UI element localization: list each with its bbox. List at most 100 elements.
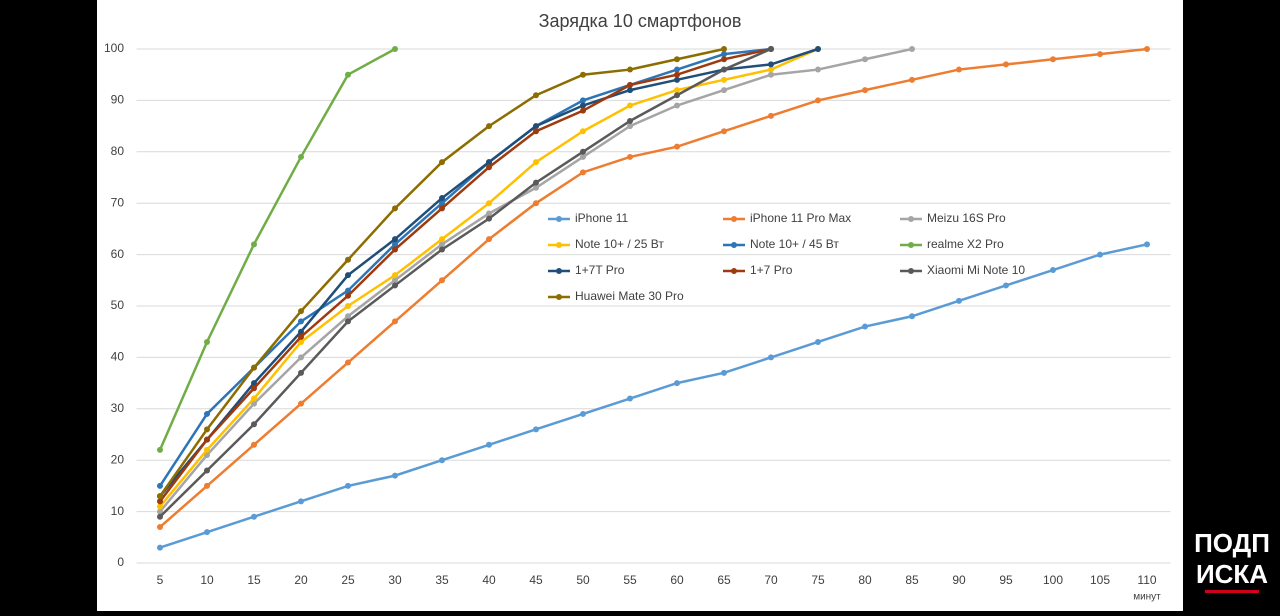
series-marker [298,338,304,345]
series-marker [157,508,163,515]
x-tick-label: 70 [764,573,778,587]
x-tick-label: 80 [858,573,872,587]
series-marker [439,236,445,243]
series-marker [204,467,210,474]
series-marker [392,282,398,289]
legend-swatch-marker [908,268,914,274]
series-line [159,243,1148,549]
series-marker [580,410,586,417]
series-marker [909,46,915,52]
legend-swatch-marker [556,242,562,248]
series-marker [486,159,492,166]
x-tick-label: 65 [717,573,731,587]
series-marker [627,117,633,124]
legend-label: Meizu 16S Pro [927,211,1006,225]
series-marker [768,354,774,361]
x-tick-label: 60 [670,573,684,587]
series-marker [721,46,727,52]
series-marker [580,107,586,114]
watermark: ПОДП [1194,528,1270,558]
series-marker [157,524,163,531]
series-marker [345,303,351,309]
series-marker [392,236,398,243]
legend-label: Xiaomi Mi Note 10 [927,263,1025,277]
series-marker [1144,241,1150,248]
series-marker [533,92,539,99]
chart-title: Зарядка 10 смартфонов [539,11,742,31]
series-marker [627,153,633,160]
y-tick-label: 70 [111,195,125,209]
x-tick-label: 20 [294,573,308,587]
series-marker [251,400,257,407]
series-marker [721,76,727,83]
series-marker [580,169,586,176]
series-marker [533,128,539,135]
series-marker [909,76,915,83]
series-marker [204,446,210,453]
series-marker [1050,267,1056,274]
series-marker [533,200,539,207]
series-marker [204,482,210,489]
series-marker [298,333,304,340]
series-marker [721,56,727,63]
series-marker [580,97,586,104]
series-marker [251,395,257,402]
series-line [159,47,772,518]
series-marker [533,179,539,186]
x-tick-label: 10 [200,573,214,587]
legend-label: 1+7T Pro [575,263,625,277]
y-tick-label: 10 [111,504,125,518]
series-marker [392,46,398,52]
series-marker [580,71,586,78]
y-tick-label: 60 [111,247,125,261]
series-marker [486,123,492,130]
series-marker [627,87,633,94]
series-marker [298,328,304,335]
x-tick-label: 85 [905,573,919,587]
series-marker [392,246,398,253]
series-marker [486,441,492,448]
series-marker [439,241,445,248]
series-marker [486,200,492,207]
legend-label: Note 10+ / 45 Вт [750,237,839,251]
x-tick-label: 5 [157,573,164,587]
series-marker [815,66,821,73]
series-marker [1003,61,1009,68]
series-marker [251,364,257,371]
series-marker [439,159,445,166]
legend-swatch-marker [908,242,914,248]
series-marker [721,369,727,376]
x-tick-label: 105 [1090,573,1110,587]
legend-swatch-marker [556,216,562,222]
series-marker [956,66,962,73]
y-tick-label: 40 [111,350,125,364]
series-marker [251,441,257,448]
y-tick-label: 100 [104,41,124,55]
series-marker [674,71,680,78]
series-marker [204,529,210,536]
series-marker [439,277,445,284]
series-marker [533,159,539,166]
series-marker [674,92,680,99]
series-marker [533,123,539,130]
series-marker [721,87,727,94]
legend-swatch-marker [556,294,562,300]
legend-swatch-marker [908,216,914,222]
y-tick-label: 80 [111,144,125,158]
series-marker [251,513,257,520]
series-marker [768,61,774,68]
series-marker [674,87,680,94]
series-marker [345,272,351,279]
series-marker [345,482,351,489]
legend-swatch-marker [731,216,737,222]
x-tick-label: 75 [811,573,825,587]
series-marker [392,318,398,325]
series-marker [345,318,351,325]
series-marker [298,369,304,376]
series-marker [204,410,210,417]
series-marker [157,513,163,520]
series-marker [486,210,492,217]
series-marker [392,272,398,279]
series-marker [768,66,774,73]
